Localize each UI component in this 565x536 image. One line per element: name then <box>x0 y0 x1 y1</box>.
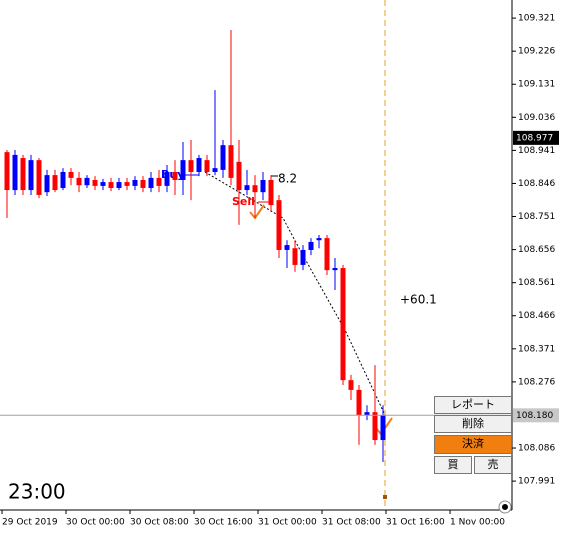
candle-body <box>308 241 314 250</box>
y-tick-label: 108.846 <box>518 179 555 189</box>
candle-body <box>228 145 234 178</box>
report-button[interactable]: レポート <box>434 396 512 414</box>
y-tick-label: 108.276 <box>518 377 555 387</box>
scroll-button-dot <box>502 504 508 510</box>
profit-label: +60.1 <box>400 293 437 307</box>
candle-body <box>20 158 26 191</box>
ask-label: 108.977 <box>516 133 553 143</box>
candle-body <box>340 268 346 381</box>
y-tick-label: 108.656 <box>518 245 555 255</box>
candle-body <box>164 171 170 186</box>
y-tick-label: 108.086 <box>518 444 555 454</box>
candle-body <box>220 145 226 170</box>
y-tick-label: 107.991 <box>518 477 555 487</box>
delete-button[interactable]: 削除 <box>434 415 512 433</box>
y-tick-label: 108.751 <box>518 212 555 222</box>
candle-body <box>156 177 162 186</box>
profit-label: 8.2 <box>278 172 297 186</box>
candle-body <box>372 412 378 441</box>
y-tick-label: 108.466 <box>518 311 555 321</box>
candle-body <box>356 389 362 415</box>
time-label: 23:00 <box>8 480 66 504</box>
y-tick-label: 108.561 <box>518 278 555 288</box>
candle-body <box>196 158 202 172</box>
candle-body <box>332 268 338 271</box>
candle-body <box>300 249 306 265</box>
candle-body <box>284 245 290 250</box>
y-tick-label: 108.371 <box>518 344 555 354</box>
candle-body <box>12 154 18 191</box>
candle-body <box>348 380 354 390</box>
x-tick-label: 1 Nov 00:00 <box>450 518 505 528</box>
candle-body <box>252 185 258 193</box>
candle-body <box>204 160 210 172</box>
x-tick-label: 30 Oct 08:00 <box>130 518 189 528</box>
x-tick-label: 30 Oct 00:00 <box>66 518 125 528</box>
candle-body <box>92 179 98 186</box>
candle-body <box>172 171 178 180</box>
candle-body <box>380 415 386 441</box>
candle-body <box>316 238 322 241</box>
bid-box <box>513 408 559 423</box>
candle-body <box>268 179 274 206</box>
candle-body <box>132 179 138 186</box>
candle-body <box>140 179 146 188</box>
x-tick-label: 31 Oct 00:00 <box>258 518 317 528</box>
candle-body <box>100 182 106 186</box>
candle-body <box>76 177 82 186</box>
candle-body <box>276 200 282 250</box>
candle-body <box>236 161 242 191</box>
y-tick-label: 109.036 <box>518 113 555 123</box>
x-tick-label: 31 Oct 08:00 <box>322 518 381 528</box>
close-button[interactable]: 決済 <box>434 435 512 454</box>
buy-button[interactable]: 買 <box>434 456 472 474</box>
candle-body <box>244 185 250 191</box>
candle-body <box>68 171 74 178</box>
candle-body <box>108 182 114 188</box>
candle-body <box>292 248 298 265</box>
candle-body <box>60 171 66 188</box>
x-tick-label: 29 Oct 2019 <box>2 518 58 528</box>
candle-body <box>84 177 90 186</box>
ask-box <box>513 130 559 145</box>
check-mark <box>249 204 265 220</box>
candle-body <box>28 160 34 191</box>
x-tick-label: 30 Oct 16:00 <box>194 518 253 528</box>
candle-body <box>36 160 42 195</box>
sell-button[interactable]: 売 <box>474 456 512 474</box>
bid-label: 108.180 <box>516 411 553 421</box>
candle-body <box>260 179 266 193</box>
candle-body <box>4 152 10 191</box>
x-tick-label: 31 Oct 16:00 <box>386 518 445 528</box>
candle-body <box>188 160 194 172</box>
y-tick-label: 109.131 <box>518 80 555 90</box>
candle-body <box>124 182 130 186</box>
candle-body <box>364 412 370 415</box>
candle-body <box>116 182 122 188</box>
candle-body <box>44 175 50 193</box>
candle-body <box>148 177 154 188</box>
candle-body <box>52 175 58 191</box>
candle-body <box>212 168 218 172</box>
time-marker <box>383 495 387 499</box>
sell-label: Sell <box>232 195 255 208</box>
y-tick-label: 109.321 <box>518 14 555 24</box>
y-tick-label: 109.226 <box>518 47 555 57</box>
candle-body <box>324 238 330 271</box>
candle-body <box>180 160 186 180</box>
y-tick-label: 108.941 <box>518 146 555 156</box>
trade-line <box>204 171 386 416</box>
